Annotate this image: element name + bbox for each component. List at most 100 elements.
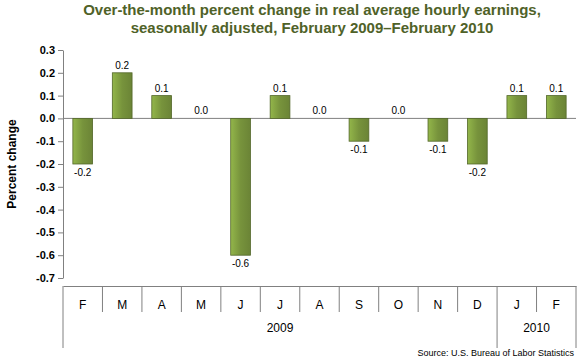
source-note: Source: U.S. Bureau of Labor Statistics: [417, 348, 574, 358]
y-axis: -0.7 -0.6 -0.5 -0.4 -0.3 -0.2 -0.1 0.0 0.1 0.2 0.3: [36, 44, 63, 284]
bar: [467, 118, 487, 164]
y-tick: -0.4: [36, 204, 63, 216]
y-tick: -0.7: [36, 272, 63, 284]
x-tick: M: [196, 286, 206, 312]
category-separator: [102, 286, 103, 312]
data-label: 0.1: [549, 83, 563, 94]
bar: [428, 118, 448, 141]
x-axis-line: [64, 286, 577, 287]
y-axis-line: [63, 51, 64, 279]
x-tick-label: N: [434, 298, 443, 312]
x-tick-label: M: [117, 298, 127, 312]
x-tick: J: [238, 286, 244, 312]
x-tick-label: M: [196, 298, 206, 312]
y-tick-label: 0.0: [40, 112, 55, 124]
bar: [112, 73, 132, 119]
y-tick-label: -0.4: [36, 204, 56, 216]
data-label: -0.1: [429, 144, 447, 155]
data-label: 0.0: [391, 105, 405, 116]
category-separator: [181, 286, 182, 312]
y-axis-title: Percent change: [5, 119, 19, 209]
x-tick-label: O: [394, 298, 403, 312]
category-separator: [418, 286, 419, 312]
y-tick-mark: [58, 255, 63, 256]
data-label: 0.0: [194, 105, 208, 116]
x-tick-label: A: [158, 298, 166, 312]
data-label: 0.2: [115, 60, 129, 71]
bar: [231, 118, 251, 255]
y-tick-label: -0.7: [36, 272, 55, 284]
y-tick-mark: [58, 141, 63, 142]
category-separator: [220, 286, 221, 312]
y-tick: 0.3: [40, 44, 63, 56]
y-tick-label: 0.3: [40, 44, 55, 56]
y-tick-label: 0.1: [40, 90, 55, 102]
data-label: -0.6: [232, 258, 250, 269]
zero-line: [63, 118, 576, 119]
x-tick-label: F: [553, 298, 560, 312]
y-tick: -0.6: [36, 249, 63, 261]
x-tick: S: [355, 286, 363, 312]
data-label: 0.1: [155, 83, 169, 94]
bar: [349, 118, 369, 141]
x-tick-label: D: [473, 298, 482, 312]
y-tick-mark: [58, 278, 63, 279]
data-label: -0.1: [350, 144, 368, 155]
bar: [73, 118, 93, 164]
x-tick-label: A: [315, 298, 323, 312]
y-tick: 0.1: [40, 90, 63, 102]
y-tick: -0.3: [36, 181, 63, 193]
x-axis: FMAMJJASONDJF: [64, 286, 577, 312]
group-label: 2010: [523, 321, 550, 335]
category-separator: [378, 286, 379, 312]
x-tick: F: [553, 286, 560, 312]
data-label: -0.2: [74, 167, 92, 178]
y-tick-mark: [58, 118, 63, 119]
x-tick: D: [473, 286, 482, 312]
category-separator: [536, 286, 537, 312]
y-tick-mark: [58, 210, 63, 211]
y-tick-label: -0.5: [36, 226, 55, 238]
bar: [152, 96, 172, 119]
category-separator: [576, 286, 577, 348]
category-separator: [63, 286, 64, 348]
category-separator: [339, 286, 340, 312]
x-tick: M: [117, 286, 127, 312]
x-tick-label: S: [355, 298, 363, 312]
y-tick-label: 0.2: [40, 67, 55, 79]
bar: [389, 118, 409, 119]
y-tick: 0.0: [40, 112, 63, 124]
x-tick-label: J: [238, 298, 244, 312]
y-tick-mark: [58, 232, 63, 233]
category-separators: [63, 286, 576, 348]
y-tick-mark: [58, 96, 63, 97]
x-tick: A: [315, 286, 323, 312]
chart-svg: Over-the-month percent change in real av…: [0, 0, 580, 360]
y-tick-mark: [58, 187, 63, 188]
category-separator: [260, 286, 261, 312]
x-tick: A: [158, 286, 166, 312]
y-tick: 0.2: [40, 67, 63, 79]
y-tick: -0.5: [36, 226, 63, 238]
group-label: 2009: [267, 321, 294, 335]
bar: [310, 118, 330, 119]
chart-title-line: seasonally adjusted, February 2009–Febru…: [131, 19, 494, 36]
chart-title: Over-the-month percent change in real av…: [83, 1, 541, 36]
y-tick-mark: [58, 50, 63, 51]
category-separator: [457, 286, 458, 312]
bar: [270, 96, 290, 119]
data-labels: -0.20.20.10.0-0.60.10.0-0.10.0-0.1-0.20.…: [74, 60, 564, 269]
x-tick: J: [277, 286, 283, 312]
data-label: 0.0: [313, 105, 327, 116]
y-tick-label: -0.1: [36, 135, 55, 147]
chart-title-line: Over-the-month percent change in real av…: [83, 1, 541, 18]
x-tick: J: [514, 286, 520, 312]
y-tick-mark: [58, 73, 63, 74]
data-label: 0.1: [510, 83, 524, 94]
category-separator: [497, 286, 498, 348]
data-label: 0.1: [273, 83, 287, 94]
x-tick-label: F: [79, 298, 86, 312]
bar: [191, 118, 211, 119]
y-tick-mark: [58, 164, 63, 165]
y-tick: -0.2: [36, 158, 63, 170]
